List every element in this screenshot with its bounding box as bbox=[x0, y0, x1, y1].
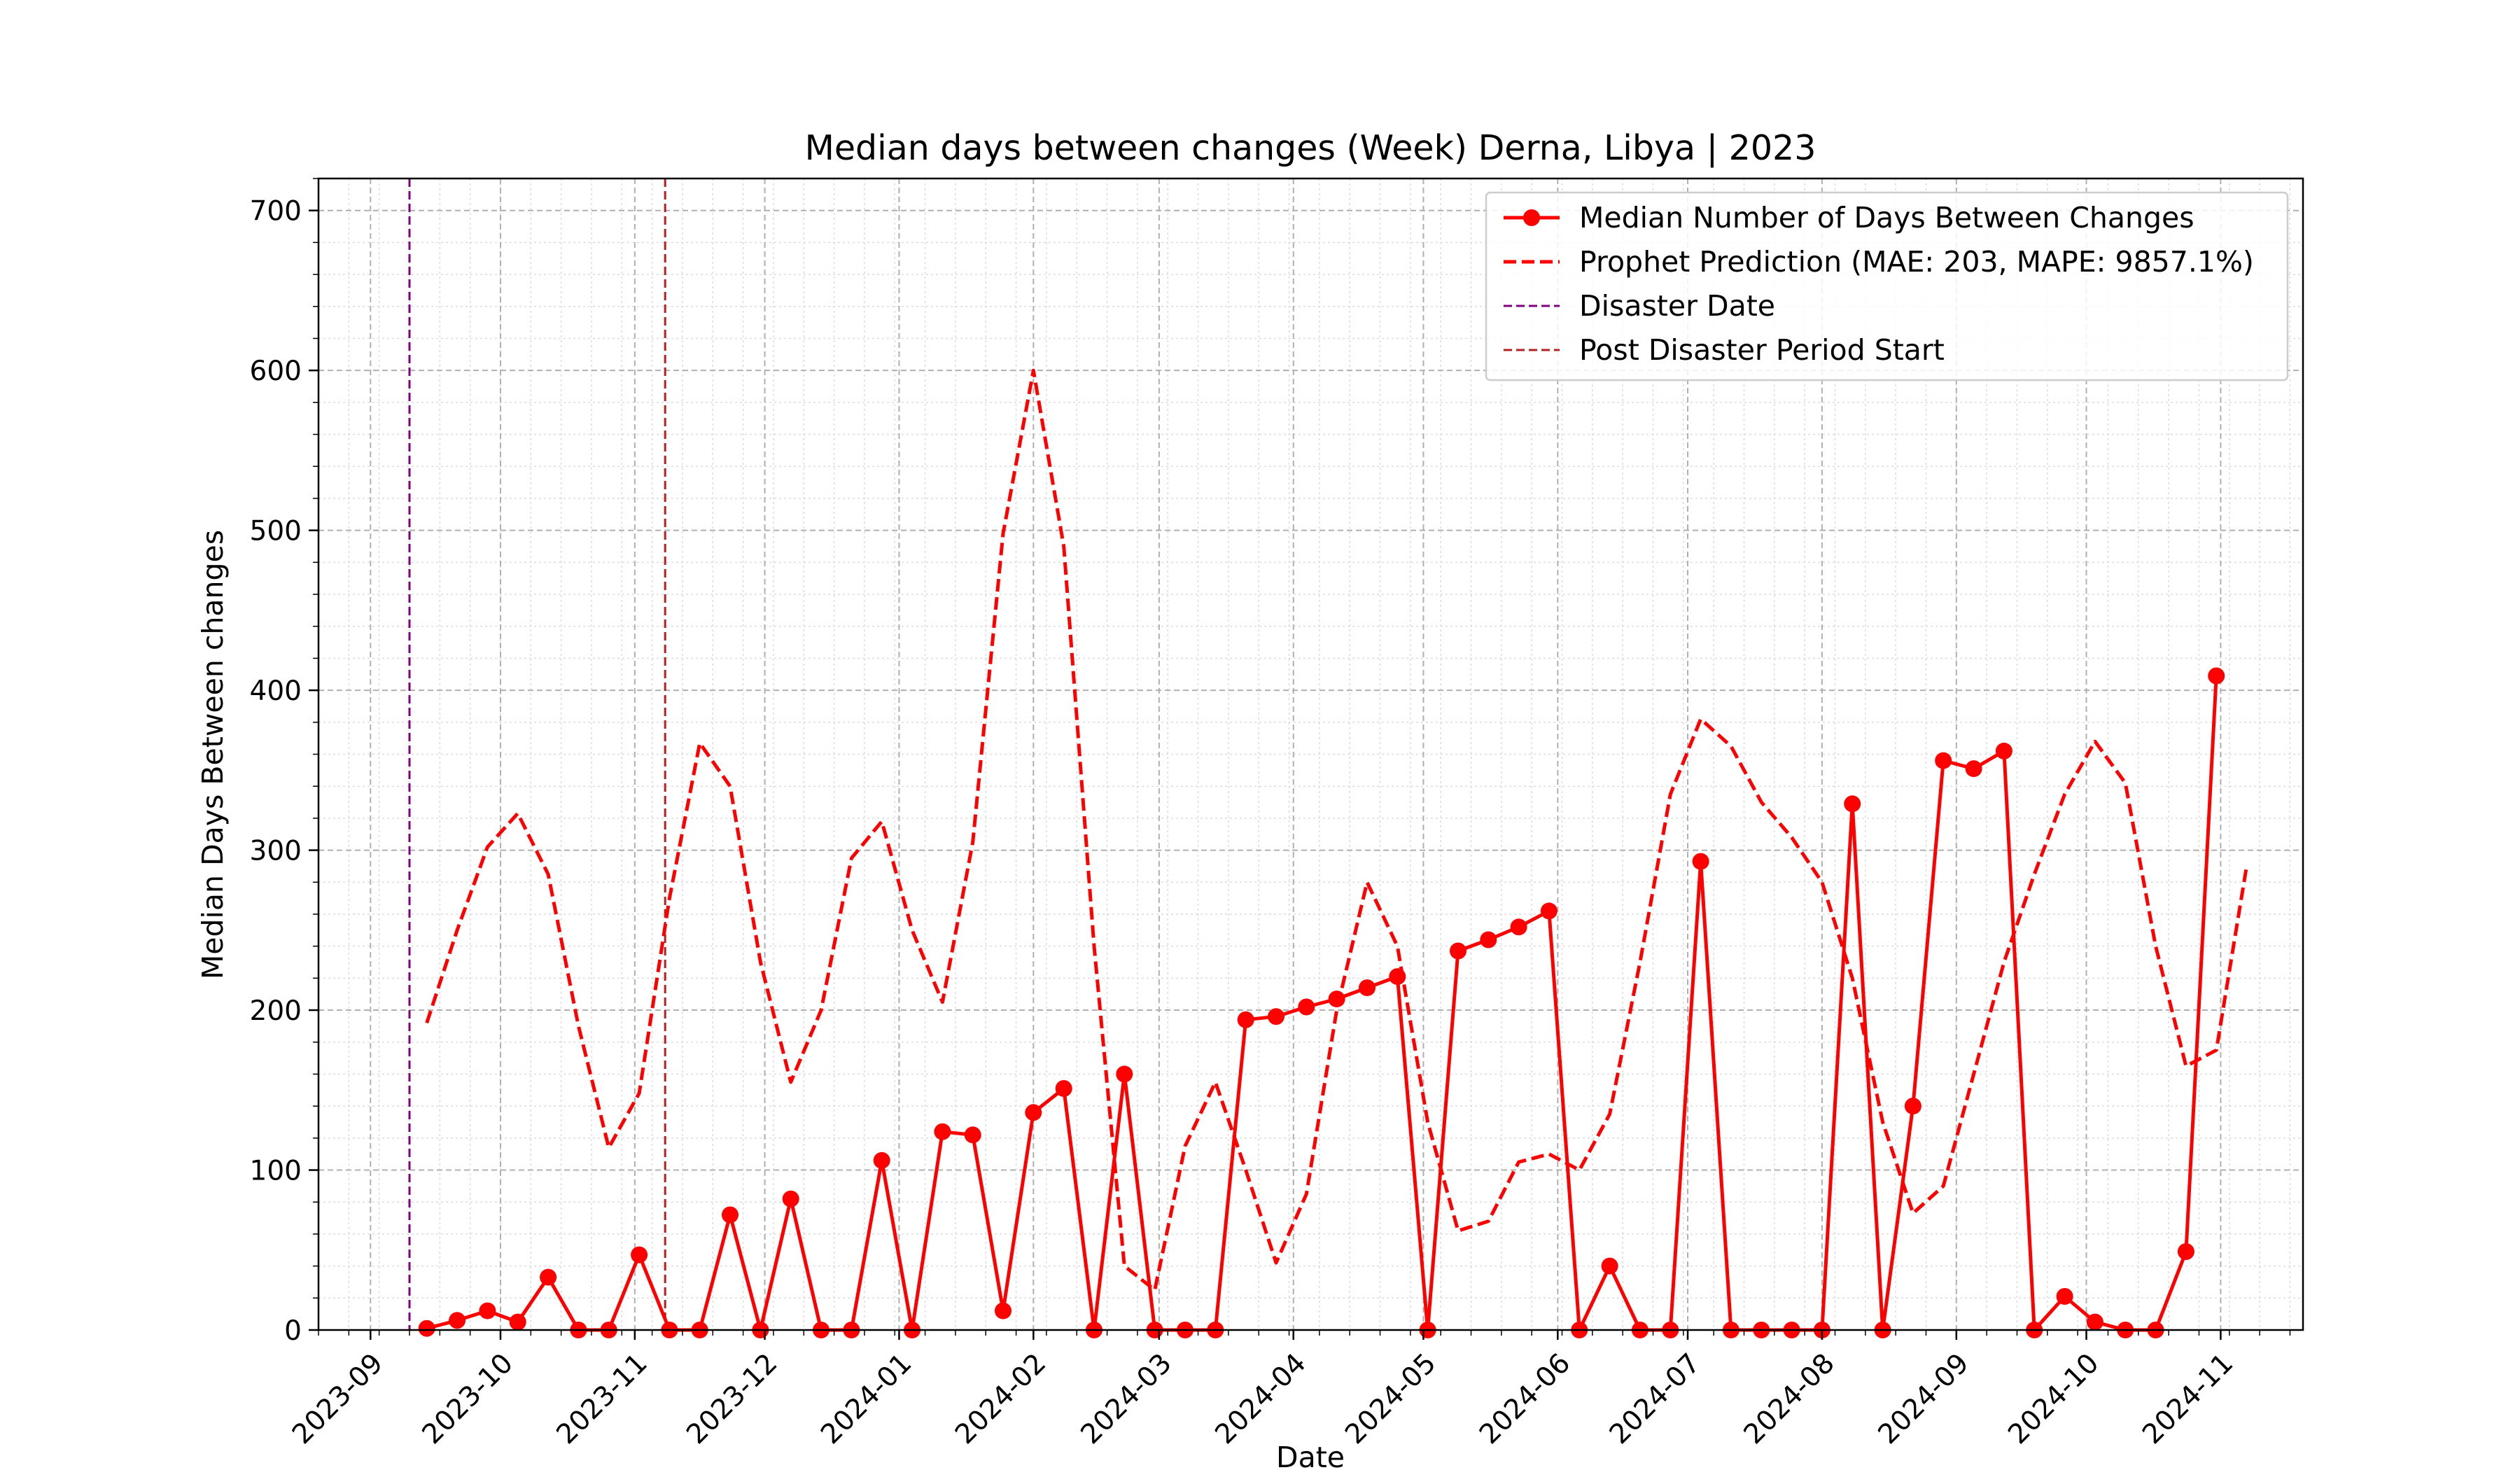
data-point-median bbox=[1268, 1008, 1284, 1026]
y-tick-label: 600 bbox=[250, 356, 302, 387]
data-point-median bbox=[782, 1190, 799, 1208]
data-point-median bbox=[479, 1302, 496, 1320]
data-point-median bbox=[873, 1152, 890, 1169]
legend: Median Number of Days Between Changes Pr… bbox=[1485, 191, 2289, 382]
legend-item-disaster: Disaster Date bbox=[1504, 289, 1775, 323]
legend-label-post-disaster: Post Disaster Period Start bbox=[1579, 333, 1945, 367]
y-tick-label: 700 bbox=[250, 196, 302, 227]
data-point-median bbox=[1055, 1080, 1072, 1097]
legend-label-median: Median Number of Days Between Changes bbox=[1579, 201, 2194, 234]
data-point-median bbox=[995, 1302, 1011, 1320]
data-point-median bbox=[1904, 1098, 1921, 1115]
data-point-median bbox=[2086, 1313, 2104, 1331]
data-point-median bbox=[1389, 968, 1406, 986]
legend-item-post-disaster: Post Disaster Period Start bbox=[1504, 333, 1945, 367]
data-point-median bbox=[509, 1313, 526, 1331]
data-point-median bbox=[1025, 1104, 1042, 1121]
data-point-median bbox=[934, 1123, 951, 1140]
data-point-median bbox=[2208, 667, 2225, 685]
y-tick-label: 400 bbox=[250, 676, 302, 707]
legend-box bbox=[1485, 191, 2289, 382]
legend-item-median: Median Number of Days Between Changes bbox=[1504, 201, 2194, 234]
data-point-median bbox=[631, 1246, 648, 1264]
y-tick-label: 100 bbox=[250, 1156, 302, 1187]
x-axis-title: Date bbox=[1276, 1441, 1345, 1470]
data-point-median bbox=[1935, 752, 1952, 769]
data-point-median bbox=[1601, 1257, 1618, 1275]
series-line-prophet bbox=[425, 368, 2248, 1292]
series-line-median bbox=[426, 676, 2218, 1332]
data-point-median bbox=[1116, 1065, 1133, 1083]
y-tick-label: 200 bbox=[250, 995, 302, 1027]
data-point-median bbox=[449, 1312, 466, 1329]
y-tick-label: 500 bbox=[250, 516, 302, 547]
data-point-median bbox=[1298, 998, 1315, 1016]
chart-title: Median days between changes (Week) Derna… bbox=[805, 128, 1816, 168]
data-point-median bbox=[1328, 990, 1345, 1008]
data-point-median bbox=[1540, 902, 1558, 920]
data-point-median bbox=[1510, 918, 1527, 936]
legend-item-prophet: Prophet Prediction (MAE: 203, MAPE: 9857… bbox=[1504, 245, 2254, 279]
data-point-median bbox=[964, 1126, 981, 1144]
data-point-median bbox=[1965, 760, 1982, 778]
data-point-median bbox=[1237, 1011, 1254, 1028]
data-point-median bbox=[1359, 979, 1376, 997]
data-point-median bbox=[1480, 931, 1497, 948]
reference-lines bbox=[408, 178, 666, 1330]
data-point-median bbox=[1450, 942, 1466, 960]
legend-label-disaster: Disaster Date bbox=[1579, 289, 1775, 323]
y-axis-title: Median Days Between changes bbox=[196, 530, 230, 979]
legend-marker-median bbox=[1523, 209, 1540, 226]
data-point-median bbox=[722, 1206, 738, 1224]
y-tick-label: 0 bbox=[284, 1315, 302, 1347]
data-point-median bbox=[2056, 1288, 2073, 1305]
data-point-median bbox=[1844, 795, 1861, 813]
data-point-median bbox=[1995, 742, 2012, 760]
y-tick-label: 300 bbox=[250, 836, 302, 867]
data-point-median bbox=[540, 1268, 557, 1286]
data-point-median bbox=[2177, 1243, 2194, 1260]
data-point-median bbox=[418, 1320, 435, 1337]
legend-label-prophet: Prophet Prediction (MAE: 203, MAPE: 9857… bbox=[1579, 245, 2254, 279]
data-point-median bbox=[1692, 853, 1709, 870]
